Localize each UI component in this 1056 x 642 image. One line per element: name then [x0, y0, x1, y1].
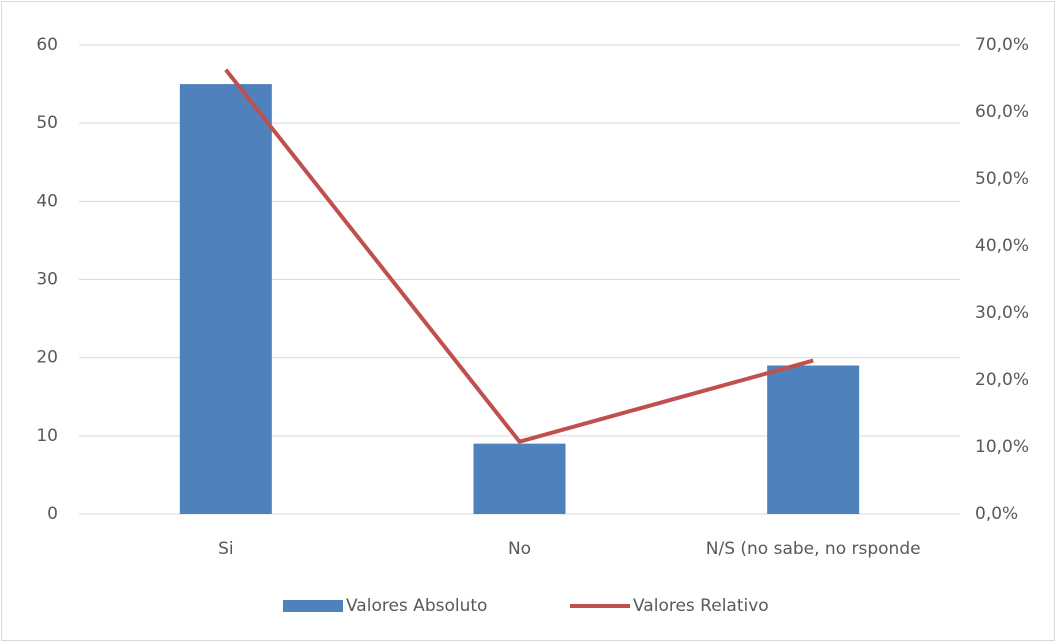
y-tick-label: 10: [36, 426, 58, 446]
bar: [473, 443, 566, 514]
x-tick-label: Si: [218, 539, 234, 559]
y-tick-label: 30: [36, 270, 58, 290]
y2-tick-label: 60,0%: [975, 102, 1029, 122]
bar: [767, 365, 860, 514]
bar: [179, 84, 272, 514]
y-tick-label: 20: [36, 348, 58, 368]
y2-tick-label: 40,0%: [975, 236, 1029, 256]
line: [224, 68, 814, 444]
y-tick-label: 60: [36, 35, 58, 55]
legend-label: Valores Absoluto: [346, 596, 487, 616]
y-tick-label: 0: [47, 504, 58, 524]
x-tick-label: No: [508, 539, 531, 559]
y2-tick-label: 10,0%: [975, 437, 1029, 457]
legend-swatch: [283, 600, 343, 612]
y-tick-label: 50: [36, 113, 58, 133]
y2-tick-label: 20,0%: [975, 370, 1029, 390]
y2-tick-label: 70,0%: [975, 35, 1029, 55]
y2-tick-label: 0,0%: [975, 504, 1018, 524]
y2-tick-label: 30,0%: [975, 303, 1029, 323]
legend-label: Valores Relativo: [633, 596, 769, 616]
y2-tick-label: 50,0%: [975, 169, 1029, 189]
y-tick-label: 40: [36, 191, 58, 211]
x-tick-label: N/S (no sabe, no rsponde: [706, 539, 921, 559]
